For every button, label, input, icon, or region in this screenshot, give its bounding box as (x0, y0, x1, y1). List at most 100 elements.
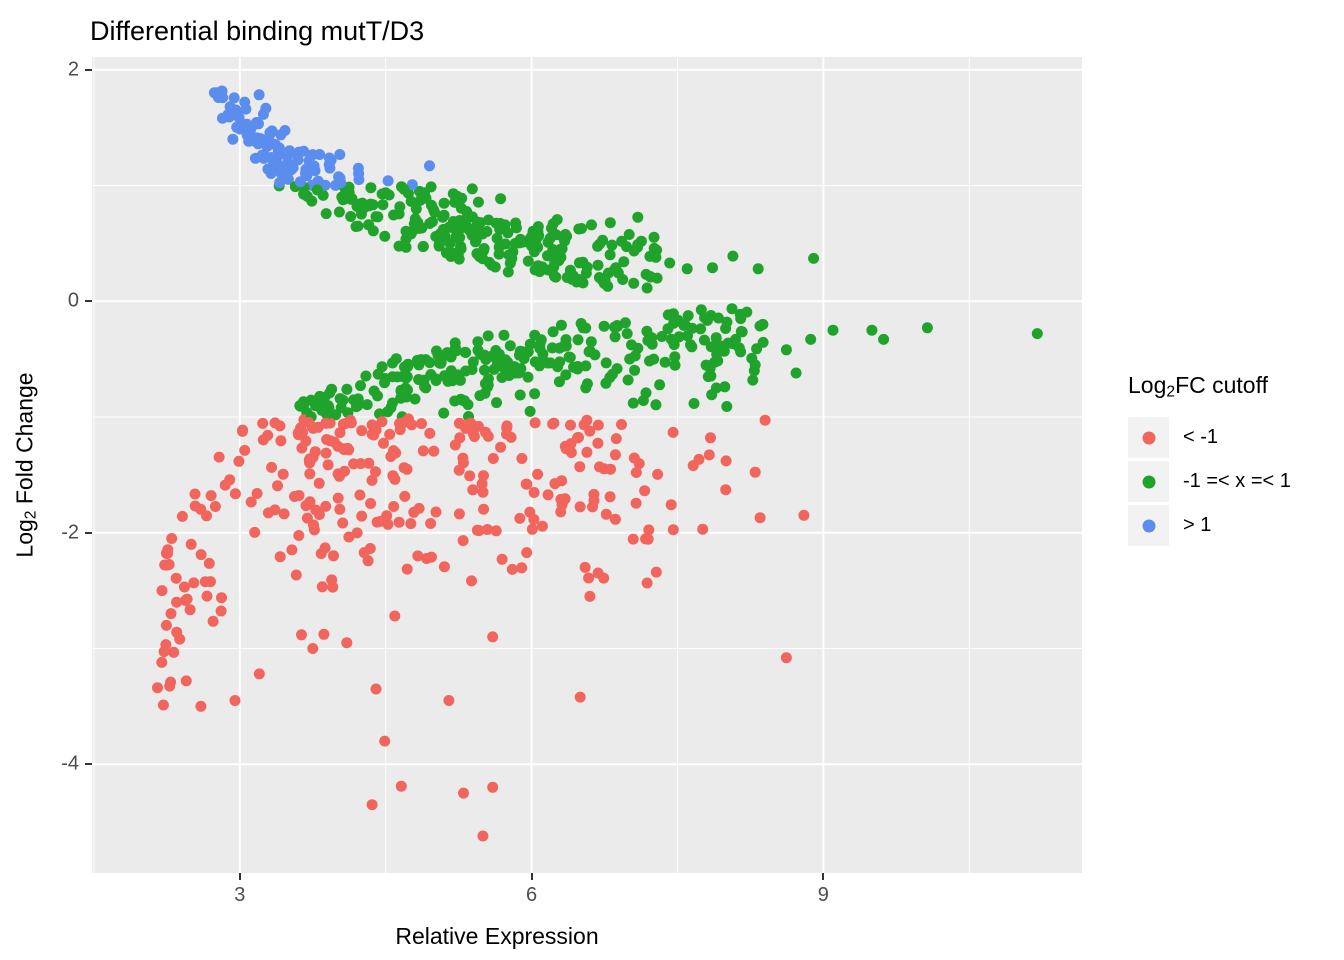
data-point (576, 223, 587, 234)
data-point (314, 149, 326, 160)
data-point (413, 502, 425, 514)
data-point (551, 214, 563, 226)
data-point (510, 222, 522, 234)
data-point (457, 457, 469, 469)
data-point (506, 563, 518, 575)
data-point (394, 201, 406, 213)
data-point (468, 431, 480, 442)
data-point (721, 316, 733, 328)
data-point (584, 590, 596, 602)
data-point (366, 799, 378, 811)
data-point (256, 149, 268, 161)
data-point (686, 341, 698, 353)
data-point (308, 524, 320, 536)
data-point (377, 199, 389, 211)
data-point (502, 227, 514, 239)
data-point (698, 334, 710, 346)
data-point (164, 680, 176, 692)
data-point (520, 478, 532, 490)
data-point (352, 220, 364, 232)
data-point (327, 581, 339, 593)
data-point (558, 340, 570, 352)
data-point (604, 217, 616, 229)
data-point (178, 581, 190, 593)
data-point (430, 373, 442, 385)
data-point (322, 459, 334, 471)
data-point (747, 374, 759, 386)
data-point (338, 444, 350, 455)
data-point (156, 656, 168, 668)
data-point (253, 668, 265, 680)
data-point (583, 346, 595, 358)
data-point (749, 466, 761, 478)
data-point (203, 557, 215, 569)
data-point (501, 420, 513, 432)
data-point (630, 467, 642, 478)
data-point (529, 356, 541, 368)
data-point (491, 357, 503, 369)
data-point (274, 177, 286, 189)
data-point (337, 517, 349, 529)
legend-items: < -1 -1 =< x =< 1 > 1 (1128, 417, 1291, 547)
data-point (181, 593, 193, 605)
data-point (365, 198, 376, 210)
data-point (282, 149, 293, 161)
data-point (536, 520, 548, 532)
data-point (665, 499, 677, 511)
data-point (1031, 328, 1043, 340)
data-point (730, 333, 742, 345)
data-point (234, 123, 246, 135)
data-point (572, 334, 584, 346)
data-point (276, 168, 287, 180)
data-point (390, 353, 402, 365)
data-point (366, 474, 378, 486)
data-point (224, 101, 236, 113)
data-point (306, 195, 318, 207)
data-point (656, 331, 668, 342)
data-point (313, 509, 325, 520)
data-point (600, 357, 612, 369)
data-point (641, 282, 653, 294)
data-point (664, 257, 676, 269)
data-point (480, 354, 492, 365)
data-point (286, 544, 298, 556)
data-point (628, 277, 640, 289)
data-point (609, 449, 621, 461)
data-point (560, 369, 572, 381)
data-point (451, 190, 463, 202)
data-point (705, 432, 716, 444)
y-tick-mark (85, 763, 92, 766)
data-point (721, 401, 733, 412)
data-points (152, 85, 1043, 842)
data-point (160, 619, 172, 631)
data-point (424, 427, 436, 439)
data-point (583, 572, 595, 584)
data-point (416, 418, 427, 430)
data-point (195, 700, 207, 712)
data-point (496, 553, 508, 565)
data-point (457, 535, 469, 547)
data-point (720, 455, 732, 467)
data-point (296, 629, 307, 641)
data-point (528, 487, 540, 498)
data-point (494, 218, 506, 229)
data-point (257, 434, 269, 446)
legend-label: -1 =< x =< 1 (1183, 470, 1291, 493)
data-point (712, 312, 724, 324)
data-point (440, 247, 452, 259)
data-point (257, 417, 269, 429)
data-point (233, 112, 245, 124)
data-point (405, 518, 417, 530)
data-point (477, 830, 489, 842)
data-point (449, 439, 461, 451)
data-point (180, 675, 192, 687)
data-point (464, 470, 476, 482)
plot-panel (92, 57, 1082, 873)
data-point (205, 490, 217, 502)
data-point (438, 197, 450, 209)
data-point (290, 569, 302, 581)
data-point (472, 196, 484, 208)
data-point (878, 333, 890, 345)
data-point (650, 566, 662, 578)
data-point (514, 512, 526, 524)
